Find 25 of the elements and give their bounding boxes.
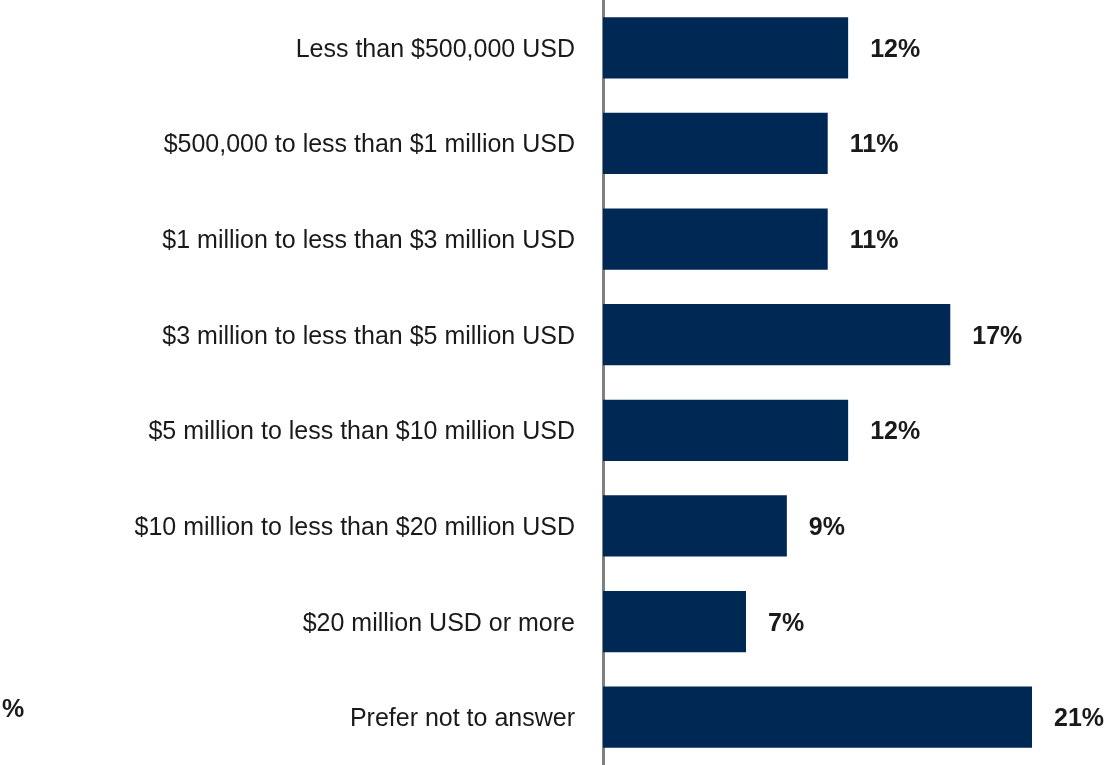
bar (603, 17, 849, 79)
data-label: 11% (849, 225, 899, 254)
y-tick-label: $3 million to less than $5 million USD (162, 320, 575, 349)
bar (603, 304, 951, 366)
data-label: 9% (808, 511, 845, 540)
bar (603, 686, 1032, 748)
data-label: 12% (870, 33, 921, 62)
bar (603, 590, 746, 653)
y-tick-label: Less than $500,000 USD (295, 33, 575, 62)
y-tick-label: $10 million to less than $20 million USD (134, 511, 575, 540)
y-tick-label: $20 million USD or more (302, 607, 575, 636)
y-tick-label: Prefer not to answer (349, 703, 575, 732)
bar (603, 112, 828, 175)
bar (603, 208, 828, 270)
bar (603, 399, 849, 461)
y-tick-label: $500,000 to less than $1 million USD (163, 129, 575, 158)
y-tick-label: $1 million to less than $3 million USD (162, 225, 575, 254)
y-tick-label: $5 million to less than $10 million USD (148, 416, 575, 445)
data-label: 21% (1054, 703, 1105, 732)
data-label: 7% (768, 607, 805, 636)
data-label: 11% (849, 129, 899, 158)
bar (603, 495, 787, 557)
data-label: 17% (972, 320, 1023, 349)
data-label: 12% (870, 416, 921, 445)
text: % (2, 693, 25, 722)
